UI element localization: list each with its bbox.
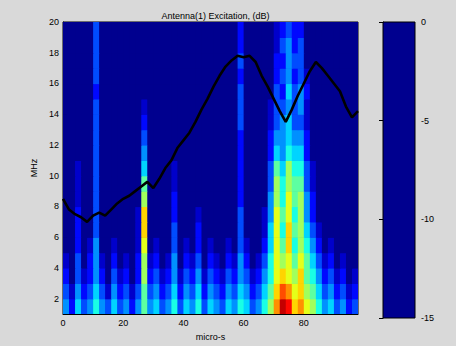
svg-text:16: 16: [49, 78, 59, 88]
svg-text:6: 6: [54, 232, 59, 242]
svg-text:14: 14: [49, 109, 59, 119]
svg-text:40: 40: [178, 318, 188, 328]
svg-text:-5: -5: [421, 116, 429, 126]
svg-text:0: 0: [421, 17, 426, 27]
svg-text:8: 8: [54, 201, 59, 211]
svg-text:10: 10: [49, 171, 59, 181]
svg-text:4: 4: [54, 263, 59, 273]
svg-text:micro-s: micro-s: [196, 332, 226, 342]
svg-text:20: 20: [118, 318, 128, 328]
svg-text:60: 60: [239, 318, 249, 328]
svg-text:Antenna(1) Excitation, (dB): Antenna(1) Excitation, (dB): [161, 11, 269, 21]
svg-text:20: 20: [49, 17, 59, 27]
svg-text:MHz: MHz: [29, 158, 39, 177]
svg-text:2: 2: [54, 294, 59, 304]
svg-text:-10: -10: [421, 214, 434, 224]
svg-text:-15: -15: [421, 313, 434, 323]
svg-text:18: 18: [49, 48, 59, 58]
svg-text:0: 0: [60, 318, 65, 328]
svg-text:12: 12: [49, 140, 59, 150]
svg-text:80: 80: [299, 318, 309, 328]
